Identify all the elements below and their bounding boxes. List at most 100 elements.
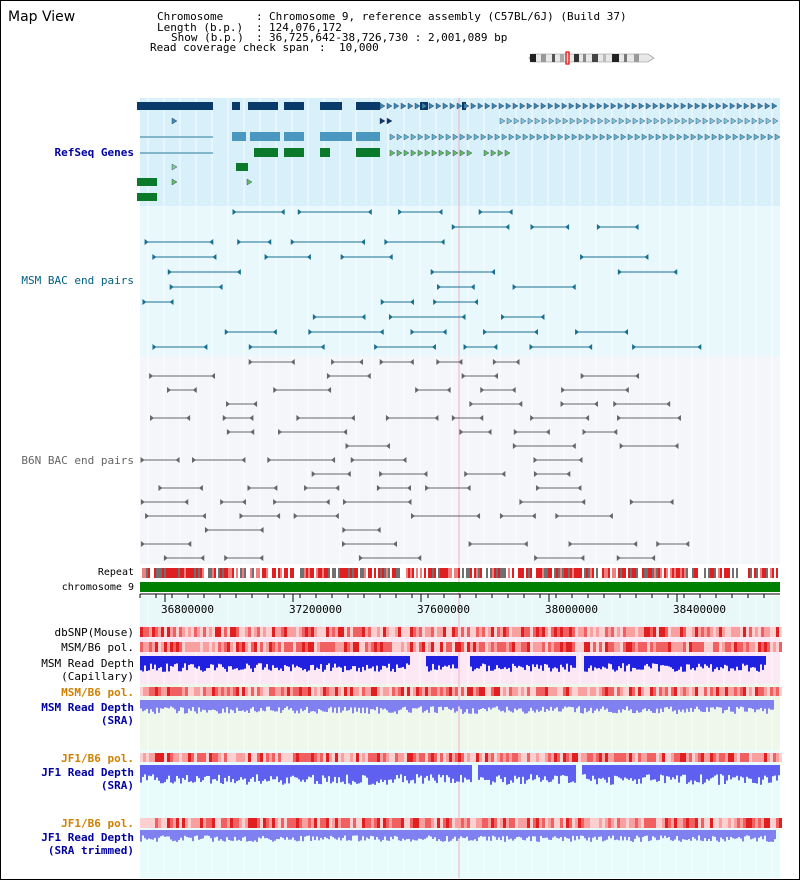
repeat-mark xyxy=(756,568,758,578)
polymorphism-cell xyxy=(722,642,725,652)
polymorphism-cell xyxy=(440,642,443,652)
polymorphism-cell xyxy=(479,753,482,762)
repeat-mark xyxy=(324,568,326,578)
repeat-mark xyxy=(144,568,146,578)
gene-arrow xyxy=(459,149,466,157)
depth-bar xyxy=(324,656,326,670)
polymorphism-cell xyxy=(692,627,695,637)
gene-arrow xyxy=(473,133,480,141)
bac-end-arrow xyxy=(145,513,150,519)
gene-arrow xyxy=(466,133,473,141)
depth-bar xyxy=(660,700,662,709)
polymorphism-cell xyxy=(485,753,488,762)
depth-bar xyxy=(316,765,318,782)
polymorphism-cell xyxy=(389,818,392,828)
depth-bar xyxy=(210,656,212,665)
polymorphism-cell xyxy=(296,642,299,652)
depth-bar xyxy=(316,656,318,668)
polymorphism-cell xyxy=(287,642,290,652)
depth-bar xyxy=(764,700,766,709)
polymorphism-cell xyxy=(458,627,461,637)
depth-bar xyxy=(652,656,654,664)
polymorphism-cell xyxy=(509,687,512,696)
polymorphism-cell xyxy=(260,687,263,696)
gene-block xyxy=(356,132,380,141)
repeat-mark xyxy=(294,568,296,578)
depth-bar xyxy=(408,656,410,665)
depth-bar xyxy=(668,700,670,709)
depth-bar xyxy=(350,830,352,841)
polymorphism-cell xyxy=(173,627,176,637)
chromosome-track-label: chromosome 9 xyxy=(61,582,134,593)
polymorphism-cell xyxy=(560,818,563,828)
depth-bar xyxy=(666,700,668,708)
depth-bar xyxy=(658,765,660,781)
bac-end-arrow xyxy=(169,299,174,305)
polymorphism-cell xyxy=(539,687,542,696)
gene-arrow xyxy=(725,133,732,141)
polymorphism-cell xyxy=(224,818,227,828)
repeat-mark xyxy=(464,568,466,578)
depth-bar xyxy=(238,656,240,671)
polymorphism-cell xyxy=(599,627,602,637)
depth-bar xyxy=(368,700,370,714)
gene-arrow xyxy=(569,117,576,125)
polymorphism-cell xyxy=(716,818,719,828)
depth-bar xyxy=(230,700,232,710)
depth-bar xyxy=(504,700,506,713)
depth-bar xyxy=(622,656,624,664)
polymorphism-cell xyxy=(188,627,191,637)
depth-bar xyxy=(288,765,290,784)
repeat-mark xyxy=(336,568,338,578)
polymorphism-cell xyxy=(308,818,311,828)
depth-bar xyxy=(192,656,194,665)
polymorphism-cell xyxy=(473,642,476,652)
depth-bar xyxy=(184,656,186,664)
depth-bar xyxy=(224,830,226,842)
depth-bar xyxy=(672,700,674,712)
polymorphism-cell xyxy=(323,818,326,828)
bac-end-arrow xyxy=(619,443,624,449)
polymorphism-cell xyxy=(491,818,494,828)
gene-arrow xyxy=(520,117,527,125)
gene-arrow xyxy=(631,102,638,110)
gene-arrow xyxy=(410,149,417,157)
polymorphism-cell xyxy=(158,627,161,637)
bac-end-arrow xyxy=(491,269,496,275)
depth-bar xyxy=(270,765,272,777)
repeat-mark xyxy=(610,568,612,578)
polymorphism-cell xyxy=(434,627,437,637)
bac-end-arrow xyxy=(451,224,456,230)
gene-arrow xyxy=(417,133,424,141)
polymorphism-cell xyxy=(734,818,737,828)
gene-arrow xyxy=(618,117,625,125)
polymorphism-cell xyxy=(344,627,347,637)
depth-bar xyxy=(354,765,356,783)
depth-bar xyxy=(304,656,306,670)
depth-bar xyxy=(704,830,706,839)
polymorphism-cell xyxy=(638,818,641,828)
depth-bar xyxy=(480,700,482,709)
depth-bar xyxy=(744,656,746,666)
depth-bar xyxy=(492,830,494,836)
depth-bar xyxy=(238,700,240,711)
repeat-mark xyxy=(642,568,644,578)
depth-bar xyxy=(366,830,368,838)
bac-end-arrow xyxy=(342,527,347,533)
depth-bar xyxy=(352,656,354,667)
polymorphism-cell xyxy=(353,753,356,762)
polymorphism-cell xyxy=(287,687,290,696)
gene-arrow xyxy=(445,149,452,157)
polymorphism-cell xyxy=(755,627,758,637)
depth-bar xyxy=(728,765,730,775)
depth-bar xyxy=(264,830,266,839)
depth-bar xyxy=(314,700,316,712)
polymorphism-cell xyxy=(662,627,665,637)
polymorphism-cell xyxy=(407,687,410,696)
depth-bar xyxy=(234,656,236,669)
bac-end-arrow xyxy=(512,284,517,290)
gene-arrow xyxy=(435,102,442,110)
polymorphism-cell xyxy=(449,818,452,828)
